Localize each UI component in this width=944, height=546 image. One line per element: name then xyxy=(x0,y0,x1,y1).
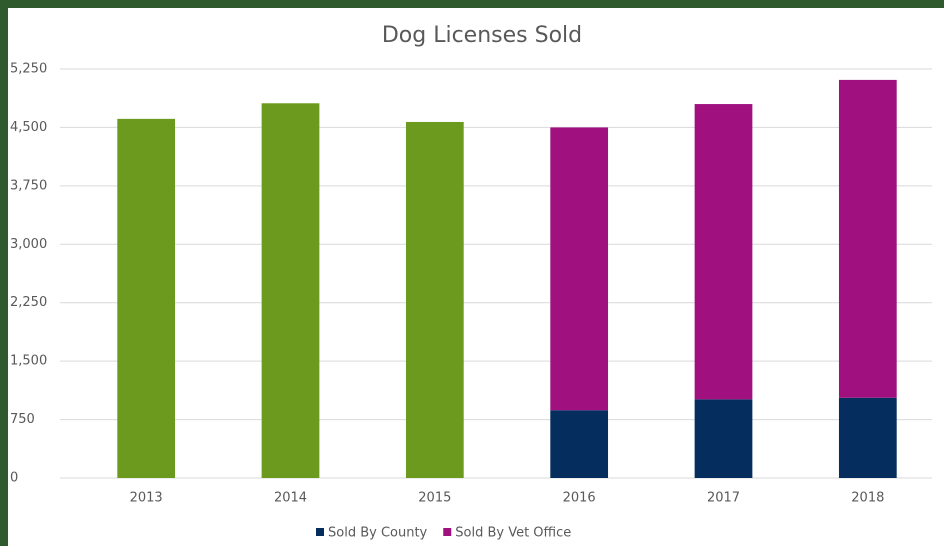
x-tick-label: 2018 xyxy=(851,491,884,506)
legend-swatch xyxy=(316,528,324,536)
bar-segment xyxy=(550,410,609,478)
y-tick-label: 4,500 xyxy=(10,120,47,135)
bar-segment xyxy=(117,118,176,479)
x-tick-label: 2015 xyxy=(418,491,451,506)
chart-title: Dog Licenses Sold xyxy=(382,23,582,48)
bar-segment xyxy=(838,79,897,398)
bar-segment xyxy=(694,399,753,478)
y-tick-label: 2,250 xyxy=(10,295,47,310)
x-tick-label: 2013 xyxy=(130,491,163,506)
bar-segment xyxy=(550,127,609,411)
legend-label: Sold By Vet Office xyxy=(455,526,571,541)
legend-label: Sold By County xyxy=(328,526,428,541)
y-tick-label: 3,000 xyxy=(10,237,47,252)
y-tick-label: 750 xyxy=(10,412,35,427)
bar-segment xyxy=(838,397,897,478)
bar-segment xyxy=(261,103,320,479)
x-tick-label: 2016 xyxy=(563,491,596,506)
bar-segment xyxy=(694,104,753,400)
legend-swatch xyxy=(443,528,452,536)
y-tick-label: 0 xyxy=(10,471,18,486)
bar-segment xyxy=(405,121,464,479)
x-tick-label: 2017 xyxy=(707,491,740,506)
x-tick-label: 2014 xyxy=(274,491,307,506)
y-tick-label: 3,750 xyxy=(10,178,47,193)
y-tick-label: 1,500 xyxy=(10,354,47,369)
y-tick-label: 5,250 xyxy=(10,62,47,77)
